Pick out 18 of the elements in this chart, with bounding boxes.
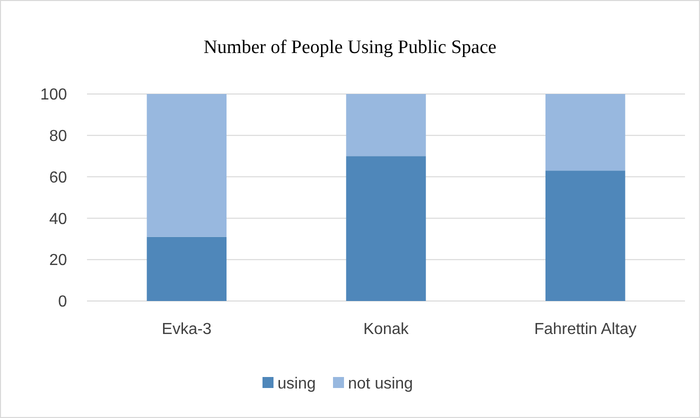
y-tick-label: 0 [58, 294, 68, 311]
y-tick-label: 40 [49, 210, 68, 228]
bar [346, 94, 426, 156]
x-tick-label: Konak [363, 321, 410, 338]
x-tick-label: Fahrettin Altay [534, 321, 636, 338]
legend-label: not using [348, 376, 413, 393]
x-tick-label: Evka-3 [162, 321, 212, 338]
bar [146, 236, 227, 301]
y-tick-label: 100 [40, 86, 68, 104]
bar [346, 156, 426, 301]
bar [545, 94, 626, 171]
chart-title: Number of People Using Public Space [204, 37, 496, 58]
bar [545, 170, 626, 301]
y-tick-label: 80 [49, 128, 68, 145]
legend-label: using [278, 376, 316, 393]
bar [146, 94, 227, 237]
y-tick-label: 60 [49, 169, 68, 186]
y-tick-label: 20 [49, 252, 68, 270]
